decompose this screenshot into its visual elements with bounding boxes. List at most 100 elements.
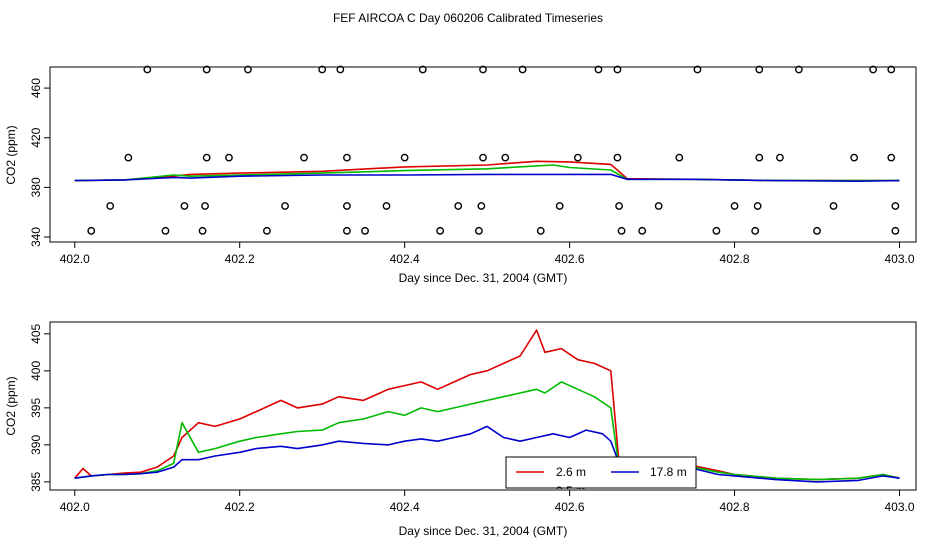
top-scatter-point <box>850 153 859 162</box>
top-scatter-point <box>887 153 896 162</box>
legend-label-2-6m: 2.6 m <box>556 465 586 479</box>
bottom-panel: 402.0 402.2 402.4 402.6 402.8 403.0 385 390 395… <box>4 321 917 538</box>
top-scatter-point <box>479 65 487 74</box>
top-x-axis-label: Day since Dec. 31, 2004 (GMT) <box>399 271 568 285</box>
top-scatter-point <box>225 153 233 162</box>
top-scatter-point <box>712 226 721 235</box>
top-scatter-point <box>638 226 647 235</box>
top-scatter-point <box>776 153 784 162</box>
top-scatter-point <box>198 226 207 235</box>
top-scatter-point <box>555 202 564 210</box>
top-scatter-point <box>654 202 663 210</box>
top-scatter-point <box>536 226 545 235</box>
top-y-tick-label: 380 <box>29 177 43 197</box>
top-y-axis-label: CO2 (ppm) <box>4 125 18 184</box>
top-scatter-point <box>751 226 760 235</box>
bottom-marks <box>74 329 900 483</box>
top-scatter-point <box>454 202 463 210</box>
top-scatter-point <box>813 226 821 235</box>
top-scatter-point <box>124 153 133 162</box>
top-scatter-point <box>693 65 702 74</box>
top-scatter-point <box>891 202 900 210</box>
top-x-axis: 402.0 402.2 402.4 402.6 402.8 403.0 <box>60 242 915 266</box>
top-x-tick-label: 402.4 <box>390 252 420 266</box>
bottom-y-tick-label: 405 <box>29 324 43 344</box>
top-scatter-point <box>518 65 527 74</box>
top-scatter-point <box>336 65 345 74</box>
top-series-line-17-8-m <box>74 173 900 182</box>
bottom-y-axis-label: CO2 (ppm) <box>4 376 18 435</box>
top-scatter-point <box>244 65 252 74</box>
bottom-x-axis-label: Day since Dec. 31, 2004 (GMT) <box>399 524 568 538</box>
top-y-tick-label: 420 <box>29 127 43 147</box>
top-scatter-point <box>755 153 764 162</box>
top-scatter-point <box>180 202 189 210</box>
figure-title: FEF AIRCOA C Day 060206 Calibrated Times… <box>333 11 603 25</box>
bottom-y-tick-label: 400 <box>29 361 43 381</box>
bottom-plot-frame <box>49 321 917 491</box>
top-scatter-point <box>106 202 115 210</box>
top-scatter-point <box>675 153 684 162</box>
top-scatter-point <box>361 226 369 235</box>
top-scatter-point <box>755 65 764 74</box>
bottom-x-tick-label: 402.0 <box>60 500 90 514</box>
legend-label-17-8m: 17.8 m <box>650 465 687 479</box>
top-scatter-point <box>318 65 327 74</box>
top-scatter-point <box>615 202 623 210</box>
legend: 2.6 m 17.8 m 9.5 m <box>505 456 697 498</box>
bottom-x-tick-label: 402.6 <box>555 500 585 514</box>
bottom-x-tick-label: 403.0 <box>884 500 914 514</box>
top-scatter-point <box>418 65 427 74</box>
top-scatter-point <box>887 65 896 74</box>
top-plot-frame <box>49 66 917 243</box>
bottom-y-tick-label: 395 <box>29 398 43 418</box>
top-scatter-point <box>143 65 152 74</box>
top-y-tick-label: 340 <box>29 227 43 247</box>
top-scatter-point <box>343 226 351 235</box>
top-scatter-point <box>202 153 211 162</box>
top-scatter-point <box>730 202 739 210</box>
bottom-x-tick-label: 402.2 <box>225 500 255 514</box>
top-y-axis: 340 380 420 460 <box>29 78 50 247</box>
bottom-y-axis: 385 390 395 400 405 <box>29 324 50 492</box>
bottom-y-tick-label: 390 <box>29 435 43 455</box>
top-scatter-point <box>400 153 409 162</box>
top-scatter-point <box>281 202 289 210</box>
top-x-tick-label: 402.8 <box>720 252 750 266</box>
top-scatter-point <box>753 202 762 210</box>
top-scatter-point <box>202 65 211 74</box>
bottom-series-line-17-8-m <box>74 425 900 483</box>
top-scatter-point <box>436 226 445 235</box>
top-scatter-point <box>477 202 486 210</box>
top-scatter-point <box>474 226 483 235</box>
top-scatter-point <box>87 226 96 235</box>
top-scatter-point <box>613 153 622 162</box>
top-scatter-point <box>343 202 351 210</box>
legend-label-9-5m: 9.5 m <box>556 484 586 498</box>
top-scatter-point <box>479 153 487 162</box>
top-scatter-point <box>201 202 209 210</box>
top-x-tick-label: 402.6 <box>555 252 585 266</box>
bottom-series-line-2-6-m <box>74 329 900 481</box>
top-x-tick-label: 402.0 <box>60 252 90 266</box>
top-y-tick-label: 460 <box>29 78 43 98</box>
bottom-x-axis: 402.0 402.2 402.4 402.6 402.8 403.0 <box>60 490 915 514</box>
top-scatter-point <box>869 65 878 74</box>
top-scatter-point <box>613 65 622 74</box>
top-scatter-point <box>617 226 626 235</box>
top-scatter-point <box>891 226 900 235</box>
top-x-tick-label: 403.0 <box>884 252 914 266</box>
bottom-y-tick-label: 385 <box>29 472 43 492</box>
top-scatter-point <box>594 65 603 74</box>
top-panel: 402.0 402.2 402.4 402.6 402.8 403.0 340 380 420… <box>4 65 917 285</box>
top-scatter-point <box>794 65 803 74</box>
top-scatter-point <box>343 153 351 162</box>
top-scatter-point <box>263 226 271 235</box>
top-scatter-point <box>382 202 391 210</box>
top-marks <box>74 65 900 235</box>
top-x-tick-label: 402.2 <box>225 252 255 266</box>
top-scatter-point <box>573 153 582 162</box>
legend-clip: 9.5 m <box>556 484 586 498</box>
top-scatter-point <box>501 153 510 162</box>
top-scatter-point <box>829 202 838 210</box>
